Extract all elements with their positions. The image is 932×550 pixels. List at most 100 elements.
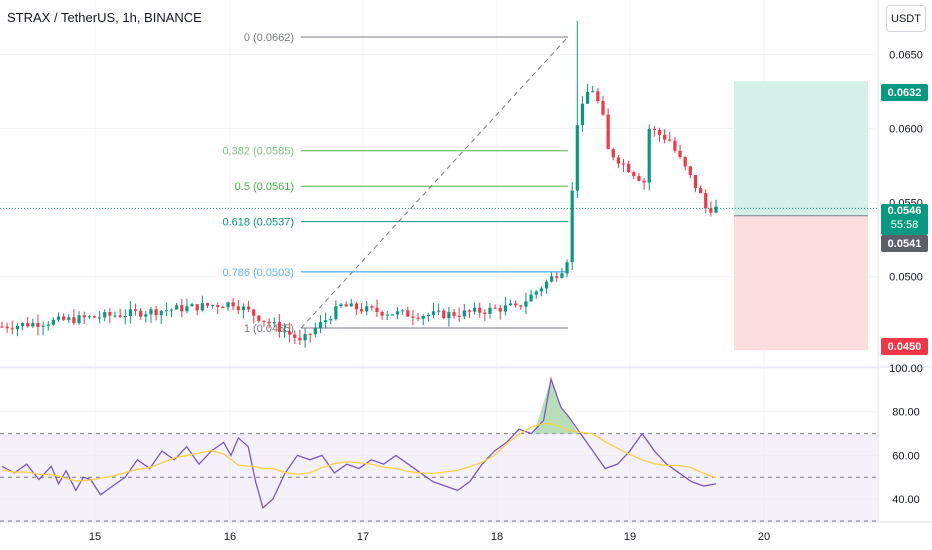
candle-body xyxy=(87,316,91,318)
fib-level-label: 0.5 (0.0561) xyxy=(235,181,294,193)
candle-body xyxy=(406,310,410,317)
candle-body xyxy=(401,310,405,312)
candle-body xyxy=(683,157,687,167)
candle-body xyxy=(519,305,523,307)
candle-body xyxy=(241,306,246,311)
candle-body xyxy=(601,101,605,115)
candle-body xyxy=(539,288,543,292)
candle-body xyxy=(344,304,348,307)
candle-body xyxy=(616,157,621,164)
currency-button[interactable]: USDT xyxy=(886,5,926,32)
rsi-axis-tick: 40.00 xyxy=(892,494,920,506)
candle-body xyxy=(663,134,667,140)
candle-body xyxy=(236,306,240,311)
candle-body xyxy=(668,139,672,141)
candle-body xyxy=(339,304,343,307)
candle-body xyxy=(97,317,102,319)
time-axis-tick: 19 xyxy=(624,531,636,543)
candle-body xyxy=(0,326,4,328)
candle-body xyxy=(10,328,14,330)
entry-price-tag: 0.0541 xyxy=(881,235,928,252)
candle-body xyxy=(139,310,143,317)
candle-body xyxy=(555,276,559,278)
candle-body xyxy=(678,150,682,158)
candle-body xyxy=(524,301,528,307)
candle-body xyxy=(370,306,374,308)
candle-body xyxy=(308,333,312,335)
candle-body xyxy=(611,149,615,158)
candle-body xyxy=(585,91,590,104)
candle-body xyxy=(442,310,446,319)
candle-body xyxy=(431,311,436,315)
candle-body xyxy=(704,193,708,209)
candle-body xyxy=(606,114,610,150)
candle-body xyxy=(118,315,122,317)
candle-body xyxy=(169,309,174,311)
candle-body xyxy=(652,128,656,130)
candle-body xyxy=(591,91,595,93)
price-axis-tick: 0.0650 xyxy=(889,50,923,62)
candle-body xyxy=(375,307,379,312)
candle-body xyxy=(498,308,502,312)
rsi-moving-average-line xyxy=(1,422,717,482)
candle-body xyxy=(288,331,292,335)
stop-zone xyxy=(734,215,868,351)
candle-body xyxy=(544,281,549,289)
candle-body xyxy=(103,312,107,318)
candle-body xyxy=(252,309,256,316)
candle-body xyxy=(560,273,564,278)
candle-body xyxy=(154,309,158,316)
rsi-line xyxy=(1,376,717,510)
candle-body xyxy=(365,306,369,312)
candle-body xyxy=(462,310,466,317)
candle-body xyxy=(200,303,204,311)
candle-body xyxy=(647,128,651,183)
candle-body xyxy=(82,315,86,318)
candle-body xyxy=(277,322,281,332)
candle-body xyxy=(452,312,456,316)
candle-body xyxy=(359,309,364,312)
candle-body xyxy=(529,294,533,302)
candle-body xyxy=(488,307,492,314)
candle-body xyxy=(550,276,554,282)
candle-body xyxy=(580,103,585,126)
candle-body xyxy=(478,307,482,313)
candle-body xyxy=(128,309,133,317)
fib-trend-line xyxy=(300,36,569,329)
candle-body xyxy=(329,319,333,321)
candle-body xyxy=(318,322,323,329)
candle-body xyxy=(698,188,703,194)
candle-body xyxy=(5,326,9,329)
candle-body xyxy=(673,140,677,151)
countdown-value: 55:58 xyxy=(890,219,919,231)
candle-body xyxy=(493,307,497,309)
candle-body xyxy=(621,163,626,165)
candle-body xyxy=(514,303,518,306)
candle-body xyxy=(41,325,45,327)
time-axis-tick: 18 xyxy=(491,531,503,543)
candle-body xyxy=(133,309,138,311)
candle-body xyxy=(324,320,328,323)
candle-body xyxy=(596,91,600,102)
candle-body xyxy=(637,176,641,181)
candle-body xyxy=(185,306,189,312)
candle-body xyxy=(180,305,184,312)
candle-body xyxy=(395,311,400,315)
fib-level-label: 1 (0.0465) xyxy=(244,323,294,335)
candle-body xyxy=(334,306,338,320)
candle-body xyxy=(190,304,194,307)
candle-body xyxy=(164,310,168,312)
candle-body xyxy=(67,317,71,320)
candle-body xyxy=(457,315,461,317)
candle-body xyxy=(303,333,307,341)
candle-body xyxy=(472,307,477,312)
candle-body xyxy=(421,316,425,319)
candle-body xyxy=(205,303,210,306)
candle-body xyxy=(195,304,199,311)
candle-body xyxy=(257,315,261,321)
candle-body xyxy=(149,309,153,315)
price-axis-tick: 0.0600 xyxy=(889,124,923,136)
candle-body xyxy=(575,125,579,191)
current-price-value: 0.0546 xyxy=(887,205,922,217)
